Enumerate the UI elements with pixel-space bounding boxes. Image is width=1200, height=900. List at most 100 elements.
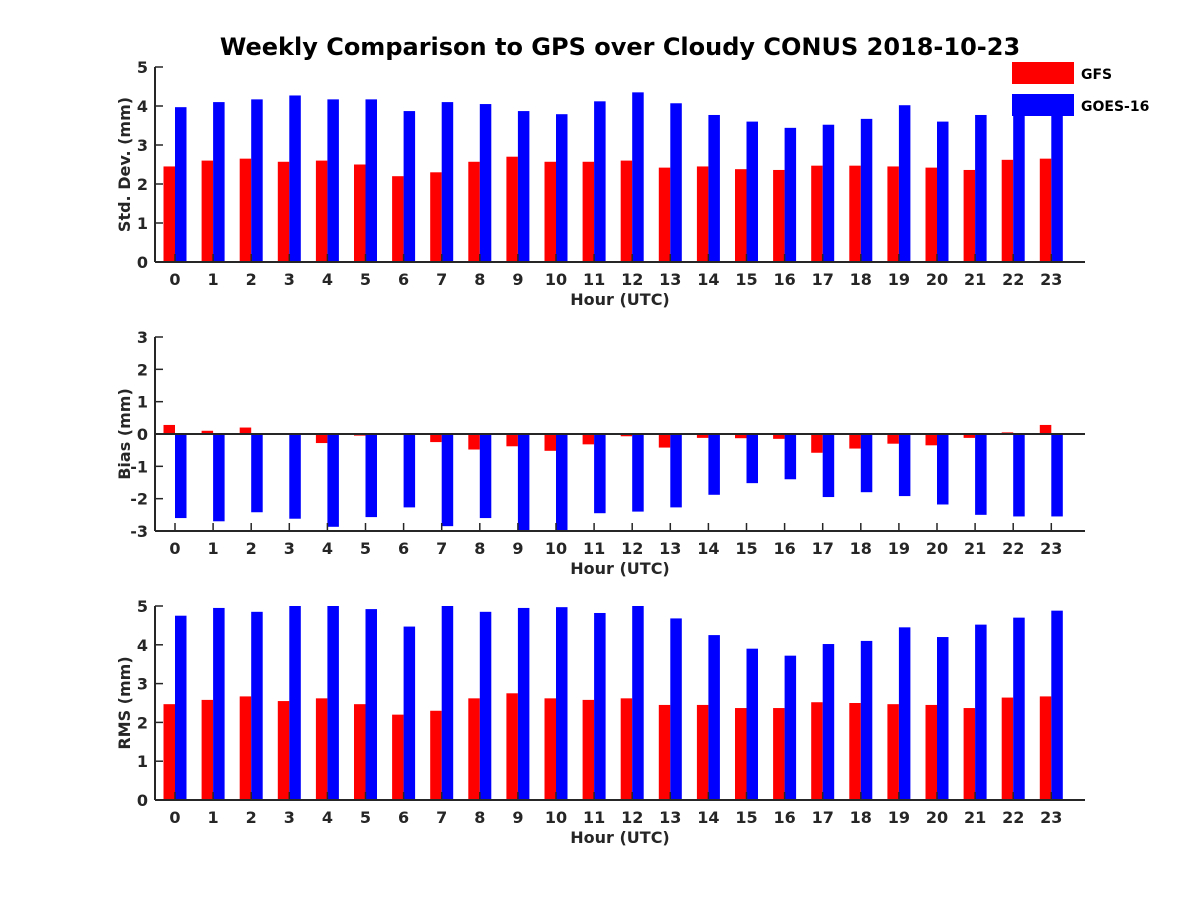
std-dev-gfs-bar-13: [658, 167, 671, 262]
bias-x-tick-label: 5: [360, 539, 371, 558]
std-dev-x-tick-label: 3: [284, 270, 295, 289]
std-dev-gfs-bar-15: [735, 169, 747, 262]
rms-x-tick-label: 10: [545, 808, 567, 827]
std-dev-y-tick-label: 5: [137, 58, 148, 77]
bias-x-tick-label: 3: [284, 539, 295, 558]
bias-goes-16-bar-1: [213, 434, 225, 522]
std-dev-goes-16-bar-21: [975, 114, 987, 262]
std-dev-x-tick-label: 9: [512, 270, 523, 289]
std-dev-x-tick-label: 14: [697, 270, 719, 289]
bias-goes-16-bar-12: [632, 434, 644, 512]
bias-gfs-bar-12: [620, 434, 633, 437]
std-dev-gfs-bar-4: [315, 160, 328, 262]
rms-goes-16-bar-4: [327, 606, 339, 800]
std-dev-gfs-bar-21: [963, 169, 976, 262]
rms-gfs-bar-4: [315, 698, 328, 800]
std-dev-x-tick-label: 4: [322, 270, 333, 289]
bias-x-tick-label: 10: [545, 539, 567, 558]
rms-x-tick-label: 19: [888, 808, 910, 827]
std-dev-goes-16-bar-6: [403, 111, 416, 262]
bias-goes-16-bar-16: [784, 434, 797, 480]
bias-x-axis-label: Hour (UTC): [570, 559, 670, 578]
bias-goes-16-bar-4: [327, 434, 339, 527]
std-dev-y-tick-label: 3: [137, 136, 148, 155]
std-dev-x-tick-label: 11: [583, 270, 605, 289]
std-dev-gfs-bar-23: [1039, 158, 1052, 262]
bias-goes-16-bar-23: [1051, 434, 1063, 517]
bias-x-tick-label: 18: [850, 539, 872, 558]
bias-goes-16-bar-22: [1013, 434, 1025, 517]
bias-y-tick-label: -3: [130, 522, 148, 541]
bias-x-tick-label: 9: [512, 539, 523, 558]
rms-goes-16-bar-2: [251, 611, 263, 800]
std-dev-gfs-bar-11: [582, 161, 595, 262]
std-dev-x-tick-label: 6: [398, 270, 409, 289]
rms-y-tick-label: 2: [137, 713, 148, 732]
std-dev-x-tick-label: 17: [812, 270, 834, 289]
std-dev-gfs-bar-10: [544, 161, 556, 262]
rms-gfs-bar-7: [430, 710, 442, 800]
std-dev-goes-16-bar-13: [670, 103, 682, 263]
rms-x-tick-label: 0: [169, 808, 180, 827]
std-dev-goes-16-bar-19: [898, 105, 911, 262]
rms-gfs-bar-14: [696, 704, 709, 800]
rms-x-tick-label: 9: [512, 808, 523, 827]
std-dev-gfs-bar-18: [849, 165, 861, 262]
bias-gfs-bar-1: [201, 430, 214, 434]
bias-x-tick-label: 7: [436, 539, 447, 558]
rms-gfs-bar-3: [277, 701, 290, 800]
bias-y-tick-label: -2: [130, 490, 148, 509]
bias-x-tick-label: 15: [735, 539, 757, 558]
bias-goes-16-bar-7: [441, 434, 454, 527]
std-dev-gfs-bar-1: [201, 160, 214, 262]
std-dev-gfs-bar-14: [696, 166, 709, 262]
bias-gfs-bar-8: [468, 434, 480, 450]
rms-gfs-bar-6: [392, 714, 404, 800]
rms-goes-16-bar-1: [213, 607, 225, 800]
std-dev-gfs-bar-6: [392, 176, 404, 262]
rms-x-tick-label: 8: [474, 808, 485, 827]
rms-gfs-bar-17: [811, 702, 823, 800]
rms-goes-16-bar-8: [479, 611, 492, 800]
bias-x-tick-label: 12: [621, 539, 643, 558]
bias-x-tick-label: 11: [583, 539, 605, 558]
bias-x-tick-label: 13: [659, 539, 681, 558]
bias-x-tick-label: 17: [812, 539, 834, 558]
rms-gfs-bar-9: [506, 693, 518, 800]
std-dev-goes-16-bar-20: [937, 121, 949, 262]
bias-gfs-bar-9: [506, 434, 518, 447]
bias-gfs-bar-15: [735, 434, 747, 439]
bias-goes-16-bar-13: [670, 434, 682, 508]
bias-x-tick-label: 20: [926, 539, 948, 558]
rms-x-tick-label: 18: [850, 808, 872, 827]
rms-goes-16-bar-15: [746, 648, 758, 800]
bias-goes-16-bar-9: [517, 434, 530, 531]
rms-gfs-bar-10: [544, 698, 556, 800]
std-dev-gfs-bar-9: [506, 156, 518, 262]
rms-goes-16-bar-18: [860, 640, 873, 800]
rms-x-tick-label: 13: [659, 808, 681, 827]
std-dev-goes-16-bar-17: [822, 124, 835, 262]
rms-goes-16-bar-21: [975, 624, 987, 800]
rms-goes-16-bar-10: [556, 607, 568, 800]
rms-y-tick-label: 0: [137, 791, 148, 810]
rms-x-tick-label: 7: [436, 808, 447, 827]
bias-gfs-bar-16: [773, 434, 785, 439]
bias-y-tick-label: 0: [137, 425, 148, 444]
bias-x-tick-label: 22: [1002, 539, 1024, 558]
std-dev-gfs-bar-3: [277, 161, 290, 262]
bias-goes-16-bar-21: [975, 434, 987, 515]
rms-goes-16-bar-9: [517, 607, 530, 800]
bias-y-tick-label: 2: [137, 360, 148, 379]
std-dev-goes-16-bar-16: [784, 127, 797, 262]
rms-x-tick-label: 23: [1040, 808, 1062, 827]
rms-goes-16-bar-13: [670, 618, 682, 800]
rms-x-tick-label: 6: [398, 808, 409, 827]
std-dev-gfs-bar-17: [811, 165, 823, 262]
rms-goes-16-bar-16: [784, 655, 797, 800]
rms-x-tick-label: 15: [735, 808, 757, 827]
std-dev-goes-16-bar-15: [746, 121, 758, 262]
std-dev-x-tick-label: 22: [1002, 270, 1024, 289]
std-dev-gfs-bar-22: [1001, 159, 1014, 262]
